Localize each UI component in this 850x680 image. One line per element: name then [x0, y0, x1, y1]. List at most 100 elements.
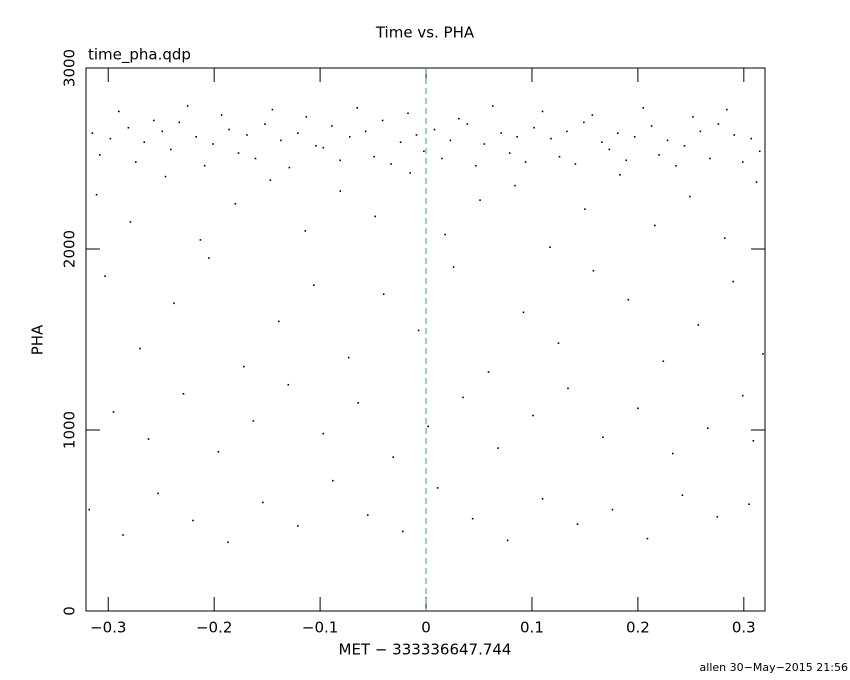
point — [227, 541, 229, 544]
point — [601, 141, 603, 144]
chart-title: Time vs. PHA — [375, 24, 475, 42]
point — [288, 166, 291, 169]
point — [633, 135, 636, 138]
point — [304, 230, 307, 232]
point — [182, 393, 185, 395]
point — [407, 112, 409, 115]
point — [550, 137, 552, 140]
point — [462, 396, 464, 399]
point — [658, 154, 660, 156]
point — [390, 163, 392, 165]
point — [366, 514, 369, 516]
point — [558, 155, 561, 158]
point — [491, 105, 494, 107]
point — [392, 456, 394, 458]
point — [264, 123, 266, 125]
point — [287, 383, 290, 386]
point — [688, 195, 691, 198]
point — [139, 347, 141, 350]
point — [195, 135, 197, 138]
point — [557, 342, 560, 344]
point — [203, 164, 206, 167]
x-tick-label: 0.3 — [732, 619, 756, 637]
point — [271, 108, 274, 111]
point — [237, 152, 240, 154]
y-tick-label: 1000 — [61, 411, 79, 449]
point — [716, 516, 719, 518]
point — [549, 246, 551, 248]
point — [280, 139, 282, 142]
point — [650, 125, 653, 127]
point — [683, 145, 686, 147]
point — [717, 123, 720, 125]
x-tick-label: 0.1 — [520, 619, 544, 637]
point — [692, 116, 694, 118]
point — [143, 141, 146, 144]
point — [401, 530, 404, 533]
point — [217, 450, 220, 453]
point — [699, 130, 702, 133]
point — [157, 492, 159, 495]
point — [374, 215, 376, 218]
point — [755, 181, 758, 183]
point — [487, 371, 490, 373]
point — [654, 224, 656, 227]
point — [164, 175, 167, 178]
point — [758, 150, 761, 153]
point — [642, 107, 644, 109]
point — [161, 130, 164, 133]
point — [436, 487, 439, 489]
point — [234, 202, 237, 205]
point — [98, 154, 101, 156]
point — [127, 126, 130, 129]
point — [277, 320, 280, 323]
point — [522, 311, 525, 314]
point — [347, 356, 350, 359]
plot-frame — [85, 67, 766, 612]
point — [348, 135, 351, 138]
point — [475, 164, 477, 167]
point — [364, 130, 367, 133]
point — [122, 534, 124, 536]
point — [152, 119, 155, 122]
point — [322, 432, 325, 435]
point — [762, 353, 764, 355]
point — [112, 411, 115, 413]
point — [611, 508, 614, 511]
point — [118, 110, 120, 113]
point — [427, 425, 429, 428]
point — [449, 139, 452, 142]
point — [591, 114, 594, 116]
point — [373, 155, 375, 158]
point — [192, 519, 194, 522]
point — [297, 525, 299, 527]
point — [297, 132, 299, 134]
y-tick-label: 0 — [61, 606, 79, 616]
point — [584, 208, 586, 210]
point — [109, 137, 112, 140]
point — [415, 134, 418, 136]
point — [305, 116, 308, 118]
point — [169, 148, 172, 151]
point — [186, 105, 189, 107]
point — [619, 173, 621, 176]
point — [479, 199, 481, 201]
x-tick-label: −0.1 — [302, 619, 338, 637]
point — [458, 117, 460, 120]
point — [332, 479, 334, 482]
point — [399, 141, 402, 144]
point — [91, 132, 94, 134]
point — [583, 121, 585, 124]
point — [516, 135, 518, 138]
point — [269, 179, 272, 182]
point — [567, 387, 569, 390]
point — [592, 269, 595, 272]
point — [750, 137, 753, 140]
point — [134, 161, 137, 163]
point — [681, 494, 684, 496]
point — [228, 128, 230, 131]
point — [666, 139, 669, 142]
x-axis-label: MET − 333336647.744 — [339, 641, 512, 659]
point — [566, 130, 568, 133]
point — [243, 365, 245, 368]
